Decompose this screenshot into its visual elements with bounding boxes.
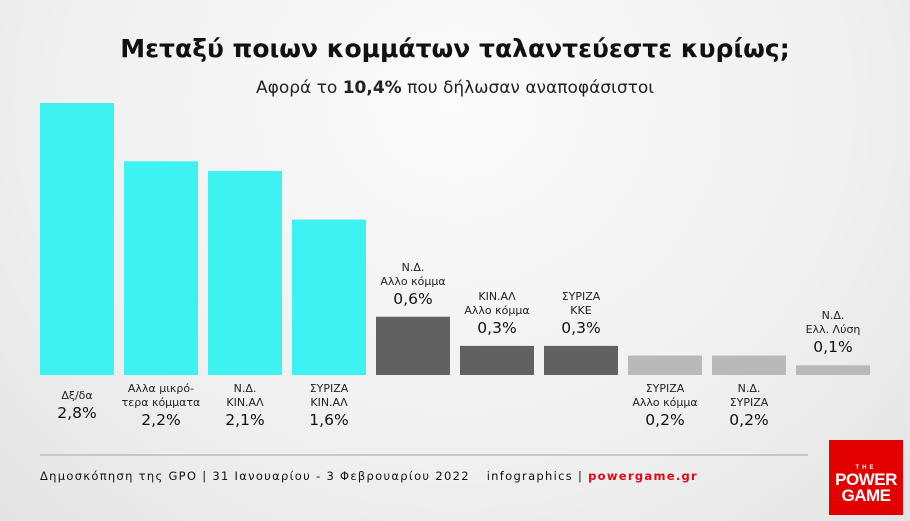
category-label: Αλλο κόμμα — [632, 396, 698, 409]
bar — [208, 171, 282, 375]
category-label: ΚΙΝ.ΑΛ — [478, 289, 516, 303]
category-label: Αλλο κόμμα — [464, 303, 530, 317]
category-label: Δξ/δα — [61, 389, 93, 402]
value-label: 2,8% — [57, 404, 97, 422]
bar-label: Ν.Δ. Αλλο κόμμα 0,6% — [358, 261, 468, 309]
bar — [292, 219, 366, 375]
value-label: 0,3% — [477, 318, 517, 337]
value-label: 2,1% — [225, 411, 265, 429]
category-label: ΚΚΕ — [570, 303, 592, 317]
subtitle-suffix: που δήλωσαν αναποφάσιστοι — [407, 78, 654, 98]
category-label: Ν.Δ. — [233, 382, 257, 395]
category-label: ΣΥΡΙΖΑ — [309, 382, 349, 395]
bar — [376, 316, 450, 375]
category-label: ΚΙΝ.ΑΛ — [226, 396, 264, 409]
bar-label: Ν.Δ. ΚΙΝ.ΑΛ 2,1% — [190, 382, 300, 430]
bar — [796, 365, 870, 375]
bar-label: Ν.Δ. Ελλ. Λύση 0,1% — [778, 309, 888, 357]
logo-power: POWER — [835, 470, 897, 489]
bar — [628, 355, 702, 375]
value-label: 0,3% — [561, 318, 601, 337]
brand-link[interactable]: powergame.gr — [588, 469, 698, 483]
bar-label: Ν.Δ. ΣΥΡΙΖΑ 0,2% — [694, 382, 804, 430]
bar-label: ΣΥΡΙΖΑ ΚΙΝ.ΑΛ 1,6% — [274, 382, 384, 430]
category-label: τερα κόμματα — [121, 396, 201, 409]
bar-label: ΣΥΡΙΖΑ Αλλο κόμμα 0,2% — [610, 382, 720, 430]
subtitle-prefix: Αφορά το — [256, 78, 338, 98]
chart-subtitle: Αφορά το 10,4% που δήλωσαν αναποφάσιστοι — [0, 78, 910, 98]
bar-label: ΚΙΝ.ΑΛ Αλλο κόμμα 0,3% — [442, 290, 552, 338]
footer-divider — [40, 454, 808, 456]
value-label: 0,2% — [729, 411, 769, 429]
value-label: 0,6% — [393, 289, 433, 308]
bar — [460, 345, 534, 375]
bar — [124, 161, 198, 375]
chart-title: Μεταξύ ποιων κομμάτων ταλαντεύεστε κυρίω… — [120, 34, 790, 63]
footer-source: Δημοσκόπηση της GPO | 31 Ιανουαρίου - 3 … — [40, 469, 470, 483]
category-label: Ν.Δ. — [737, 382, 761, 395]
category-label: Αλλα μικρό- — [127, 382, 195, 395]
category-label: Ελλ. Λύση — [805, 323, 861, 337]
bar — [40, 103, 114, 375]
category-label: Αλλο κόμμα — [380, 274, 446, 288]
bar — [712, 355, 786, 375]
value-label: 0,2% — [645, 411, 685, 429]
powergame-logo: THE POWER GAME — [829, 440, 903, 515]
bar-label: Αλλα μικρό-τερα κόμματα 2,2% — [106, 382, 216, 430]
logo-the: THE — [855, 465, 877, 471]
category-label: ΣΥΡΙΖΑ — [645, 382, 685, 395]
footer-credit: infographics | powergame.gr — [487, 469, 698, 483]
value-label: 1,6% — [309, 411, 349, 429]
category-label: Ν.Δ. — [821, 309, 845, 323]
bar-label: Δξ/δα 2,8% — [22, 389, 132, 423]
subtitle-highlight: 10,4% — [342, 78, 402, 98]
category-label: ΣΥΡΙΖΑ — [561, 289, 601, 303]
category-label: ΣΥΡΙΖΑ — [729, 396, 769, 409]
value-label: 2,2% — [141, 411, 181, 429]
credit-text: infographics | — [486, 469, 589, 483]
category-label: Ν.Δ. — [401, 260, 425, 274]
bar-label: ΣΥΡΙΖΑ ΚΚΕ 0,3% — [526, 290, 636, 338]
category-label: ΚΙΝ.ΑΛ — [310, 396, 348, 409]
bar — [544, 345, 618, 375]
logo-game: GAME — [841, 486, 892, 505]
value-label: 0,1% — [813, 338, 853, 357]
